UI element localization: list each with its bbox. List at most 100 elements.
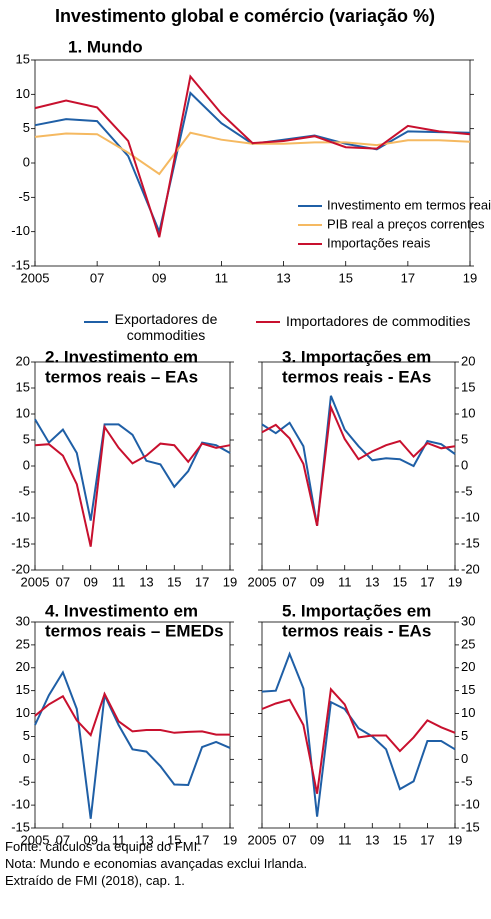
y-tick-label: -10 bbox=[11, 797, 30, 812]
x-tick-label: 15 bbox=[393, 832, 407, 847]
x-tick-label: 11 bbox=[338, 574, 352, 589]
panel-title: 3. Importações em bbox=[282, 347, 431, 366]
series-line bbox=[261, 651, 456, 817]
x-tick-label: 11 bbox=[112, 832, 126, 847]
x-tick-label: 09 bbox=[83, 574, 97, 589]
y-tick-label: 30 bbox=[16, 613, 30, 628]
y-tick-label: -10 bbox=[461, 509, 480, 524]
x-tick-label: 19 bbox=[223, 574, 237, 589]
x-tick-label: 07 bbox=[56, 574, 70, 589]
y-tick-label: 5 bbox=[23, 431, 30, 446]
x-tick-label: 09 bbox=[310, 574, 324, 589]
x-tick-label: 17 bbox=[195, 574, 209, 589]
x-tick-label: 15 bbox=[338, 270, 352, 285]
series-line bbox=[261, 403, 456, 527]
y-tick-label: 15 bbox=[16, 51, 30, 66]
panel-title: termos reais - EAs bbox=[282, 621, 431, 640]
x-tick-label: 2005 bbox=[21, 832, 50, 847]
y-tick-label: -20 bbox=[461, 561, 480, 576]
plot-frame bbox=[261, 361, 456, 571]
panel-title: termos reais – EAs bbox=[45, 367, 198, 386]
panel-title: 4. Investimento em bbox=[45, 601, 198, 620]
x-tick-label: 19 bbox=[448, 832, 462, 847]
x-tick-label: 13 bbox=[139, 832, 153, 847]
x-tick-label: 17 bbox=[401, 270, 415, 285]
x-tick-label: 09 bbox=[310, 832, 324, 847]
y-tick-label: 25 bbox=[461, 636, 475, 651]
x-tick-label: 17 bbox=[195, 832, 209, 847]
x-tick-label: 2005 bbox=[248, 832, 277, 847]
y-tick-label: 15 bbox=[461, 379, 475, 394]
y-tick-label: 30 bbox=[461, 613, 475, 628]
legend-label: Investimento em termos reais bbox=[327, 197, 491, 212]
series-line bbox=[34, 691, 230, 737]
series-line bbox=[261, 395, 456, 526]
x-tick-label: 07 bbox=[90, 270, 104, 285]
plot-frame bbox=[261, 621, 456, 829]
panel-title: termos reais – EMEDs bbox=[45, 621, 224, 640]
y-tick-label: 25 bbox=[16, 636, 30, 651]
legend-label: Importações reais bbox=[327, 235, 431, 250]
plot-frame bbox=[34, 621, 231, 829]
y-tick-label: -10 bbox=[11, 223, 30, 238]
y-tick-label: 20 bbox=[461, 353, 475, 368]
x-tick-label: 15 bbox=[167, 574, 181, 589]
x-tick-label: 11 bbox=[338, 832, 352, 847]
y-tick-label: 5 bbox=[23, 728, 30, 743]
x-tick-label: 15 bbox=[167, 832, 181, 847]
x-tick-label: 11 bbox=[215, 270, 229, 285]
legend-label: Exportadores de commodities bbox=[114, 311, 218, 343]
y-tick-label: 5 bbox=[461, 431, 468, 446]
y-tick-label: 10 bbox=[16, 705, 30, 720]
x-tick-label: 13 bbox=[365, 832, 379, 847]
legend-label: PIB real a preços correntes bbox=[327, 216, 485, 231]
y-tick-label: 5 bbox=[23, 120, 30, 135]
series-line bbox=[261, 687, 456, 794]
x-tick-label: 19 bbox=[448, 574, 462, 589]
x-tick-label: 13 bbox=[276, 270, 290, 285]
plot-frame bbox=[34, 361, 231, 571]
y-tick-label: -10 bbox=[461, 797, 480, 812]
page-title: Investimento global e comércio (variação… bbox=[55, 6, 435, 26]
series-line bbox=[34, 131, 471, 176]
y-tick-label: 0 bbox=[23, 457, 30, 472]
y-tick-label: -15 bbox=[11, 535, 30, 550]
y-tick-label: 0 bbox=[461, 457, 468, 472]
y-tick-label: -20 bbox=[11, 561, 30, 576]
x-tick-label: 17 bbox=[420, 574, 434, 589]
x-tick-label: 19 bbox=[223, 832, 237, 847]
x-tick-label: 09 bbox=[152, 270, 166, 285]
x-tick-label: 11 bbox=[112, 574, 126, 589]
x-tick-label: 15 bbox=[393, 574, 407, 589]
y-tick-label: 10 bbox=[16, 405, 30, 420]
y-tick-label: -15 bbox=[461, 535, 480, 550]
y-tick-label: -10 bbox=[11, 509, 30, 524]
panel-title: 2. Investimento em bbox=[45, 347, 198, 366]
panel-title: termos reais - EAs bbox=[282, 367, 431, 386]
y-tick-label: 15 bbox=[16, 379, 30, 394]
y-tick-label: -5 bbox=[461, 483, 473, 498]
y-tick-label: -5 bbox=[18, 483, 30, 498]
y-tick-label: 0 bbox=[23, 154, 30, 169]
note: Fonte: cálculos da equipe do FMI. bbox=[5, 839, 201, 854]
y-tick-label: 10 bbox=[16, 86, 30, 101]
y-tick-label: 20 bbox=[16, 353, 30, 368]
y-tick-label: 0 bbox=[23, 751, 30, 766]
y-tick-label: -15 bbox=[461, 819, 480, 834]
x-tick-label: 09 bbox=[83, 832, 97, 847]
y-tick-label: 10 bbox=[461, 705, 475, 720]
series-line bbox=[34, 74, 471, 238]
x-tick-label: 13 bbox=[139, 574, 153, 589]
note: Nota: Mundo e economias avançadas exclui… bbox=[5, 856, 308, 871]
y-tick-label: 15 bbox=[16, 682, 30, 697]
series-line bbox=[34, 418, 231, 521]
notes: Fonte: cálculos da equipe do FMI. Nota: … bbox=[5, 838, 307, 889]
x-tick-label: 2005 bbox=[21, 574, 50, 589]
panel-title: 5. Importações em bbox=[282, 601, 431, 620]
y-tick-label: -15 bbox=[11, 257, 30, 272]
panel-title: 1. Mundo bbox=[68, 37, 143, 56]
legend-label: Importadores de commodities bbox=[286, 313, 471, 329]
x-tick-label: 2005 bbox=[248, 574, 277, 589]
y-tick-label: -15 bbox=[11, 819, 30, 834]
